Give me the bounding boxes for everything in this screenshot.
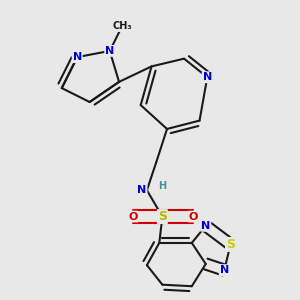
Text: N: N: [220, 265, 229, 275]
Text: H: H: [158, 181, 166, 190]
Text: CH₃: CH₃: [112, 21, 132, 31]
Text: N: N: [203, 72, 212, 82]
Text: N: N: [201, 221, 210, 231]
Text: O: O: [128, 212, 138, 222]
Text: S: S: [158, 210, 167, 223]
Text: O: O: [189, 212, 198, 222]
Text: S: S: [226, 238, 235, 251]
Text: N: N: [73, 52, 82, 62]
Text: N: N: [105, 46, 114, 56]
Text: N: N: [137, 185, 147, 195]
